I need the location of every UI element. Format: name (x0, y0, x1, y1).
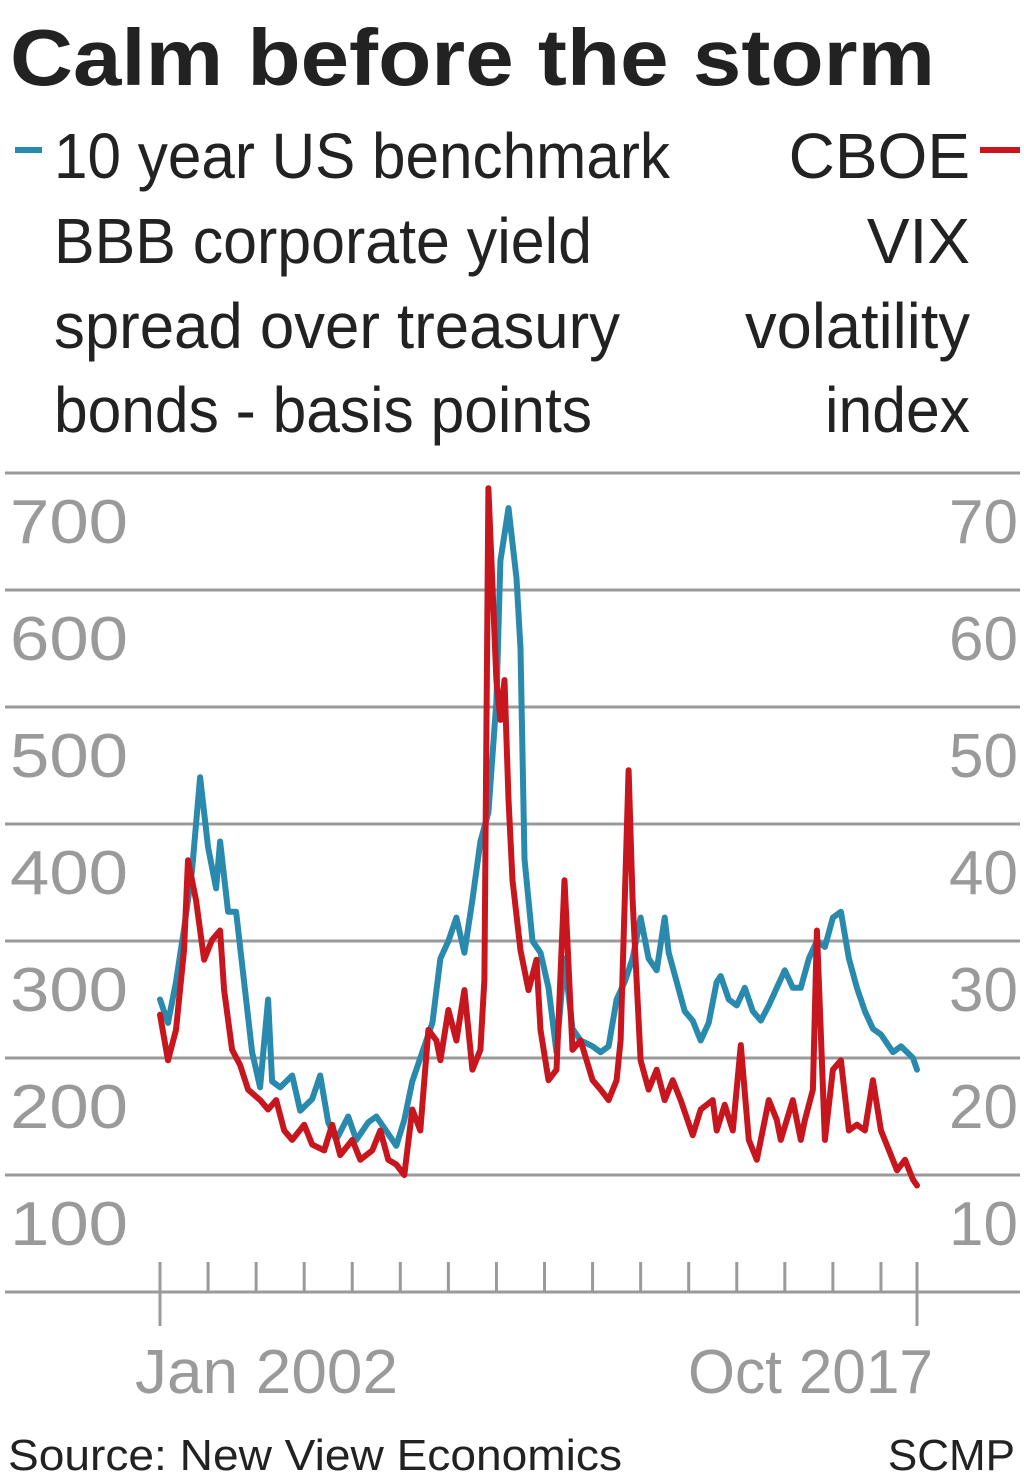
legend-left-line-3: spread over treasury (54, 290, 620, 362)
legend-right-line-3: volatility (745, 290, 970, 362)
y-tick-left: 100 (10, 1190, 128, 1259)
legend-right-line-1: CBOE (789, 120, 970, 192)
x-ticks (158, 1262, 919, 1326)
series-lines (157, 485, 920, 1189)
series-line-bbb-spread (157, 505, 920, 1149)
legend-left-line-1: 10 year US benchmark (54, 120, 671, 192)
y-tick-right: 60 (949, 605, 1018, 674)
legend-left-line-4: bonds - basis points (54, 374, 592, 446)
source-note: Source: New View Economics (8, 1431, 622, 1480)
series-line-vix (157, 485, 920, 1189)
legend: 10 year US benchmark BBB corporate yield… (15, 120, 1020, 446)
y-tick-labels: 100 200 300 400 500 600 700 10 20 30 40 50 60 70 (10, 488, 1018, 1259)
y-tick-left: 600 (10, 605, 128, 674)
y-tick-left: 200 (10, 1073, 128, 1142)
x-label-start: Jan 2002 (135, 1338, 398, 1407)
y-tick-left: 300 (10, 956, 128, 1025)
y-tick-right: 40 (949, 839, 1018, 908)
gridlines (5, 471, 1020, 1294)
chart-title: Calm before the storm (10, 13, 935, 102)
y-tick-left: 400 (10, 839, 128, 908)
legend-right-line-2: VIX (867, 205, 970, 277)
credit: SCMP (888, 1431, 1015, 1480)
y-tick-right: 10 (949, 1190, 1018, 1259)
y-tick-right: 70 (949, 488, 1018, 557)
y-tick-left: 700 (10, 488, 128, 557)
y-tick-left: 500 (10, 722, 128, 791)
y-tick-right: 20 (949, 1073, 1018, 1142)
y-tick-right: 50 (949, 722, 1018, 791)
y-tick-right: 30 (949, 956, 1018, 1025)
x-label-end: Oct 2017 (688, 1338, 933, 1407)
legend-left-line-2: BBB corporate yield (54, 205, 592, 277)
legend-right-line-4: index (825, 374, 970, 446)
